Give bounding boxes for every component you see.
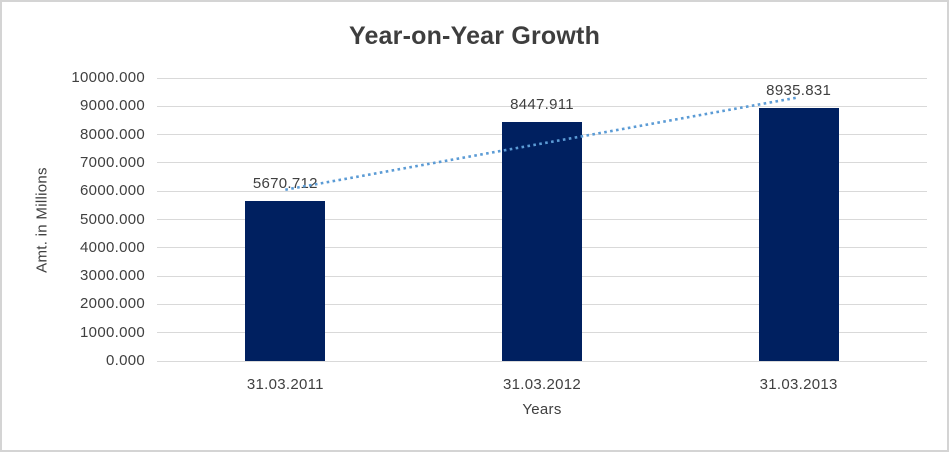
y-axis-tick-label: 9000.000	[80, 97, 145, 115]
x-axis-tick-label: 31.03.2011	[246, 376, 324, 393]
bar-31.03.2011	[245, 200, 326, 361]
y-axis-tick-label: 4000.000	[80, 238, 145, 256]
data-label: 8935.831	[766, 82, 832, 100]
bar-31.03.2012	[502, 121, 582, 361]
y-axis-tick-label: 2000.000	[80, 295, 145, 313]
y-axis-tick-label: 8000.000	[80, 125, 145, 143]
x-axis-tick-label: 31.03.2013	[759, 376, 838, 393]
y-axis-tick-label: 5000.000	[80, 210, 145, 228]
bar-31.03.2013	[758, 108, 839, 361]
gridline	[157, 77, 927, 79]
y-axis-tick-label: 3000.000	[80, 267, 145, 285]
y-axis-tick-label: 6000.000	[80, 182, 145, 200]
data-label: 8447.911	[510, 95, 574, 113]
y-axis-tick-label: 10000.000	[71, 69, 145, 86]
y-axis-tick-label: 0.000	[105, 352, 145, 369]
chart-title: Year-on-Year Growth	[348, 22, 601, 50]
gridline	[157, 360, 927, 362]
y-axis-tick-label: 1000.000	[80, 323, 145, 341]
x-axis-tick-label: 31.03.2012	[502, 376, 582, 393]
x-axis-title: Years	[522, 401, 562, 418]
data-label: 5670.712	[252, 174, 318, 192]
y-axis-tick-label: 7000.000	[80, 153, 145, 171]
